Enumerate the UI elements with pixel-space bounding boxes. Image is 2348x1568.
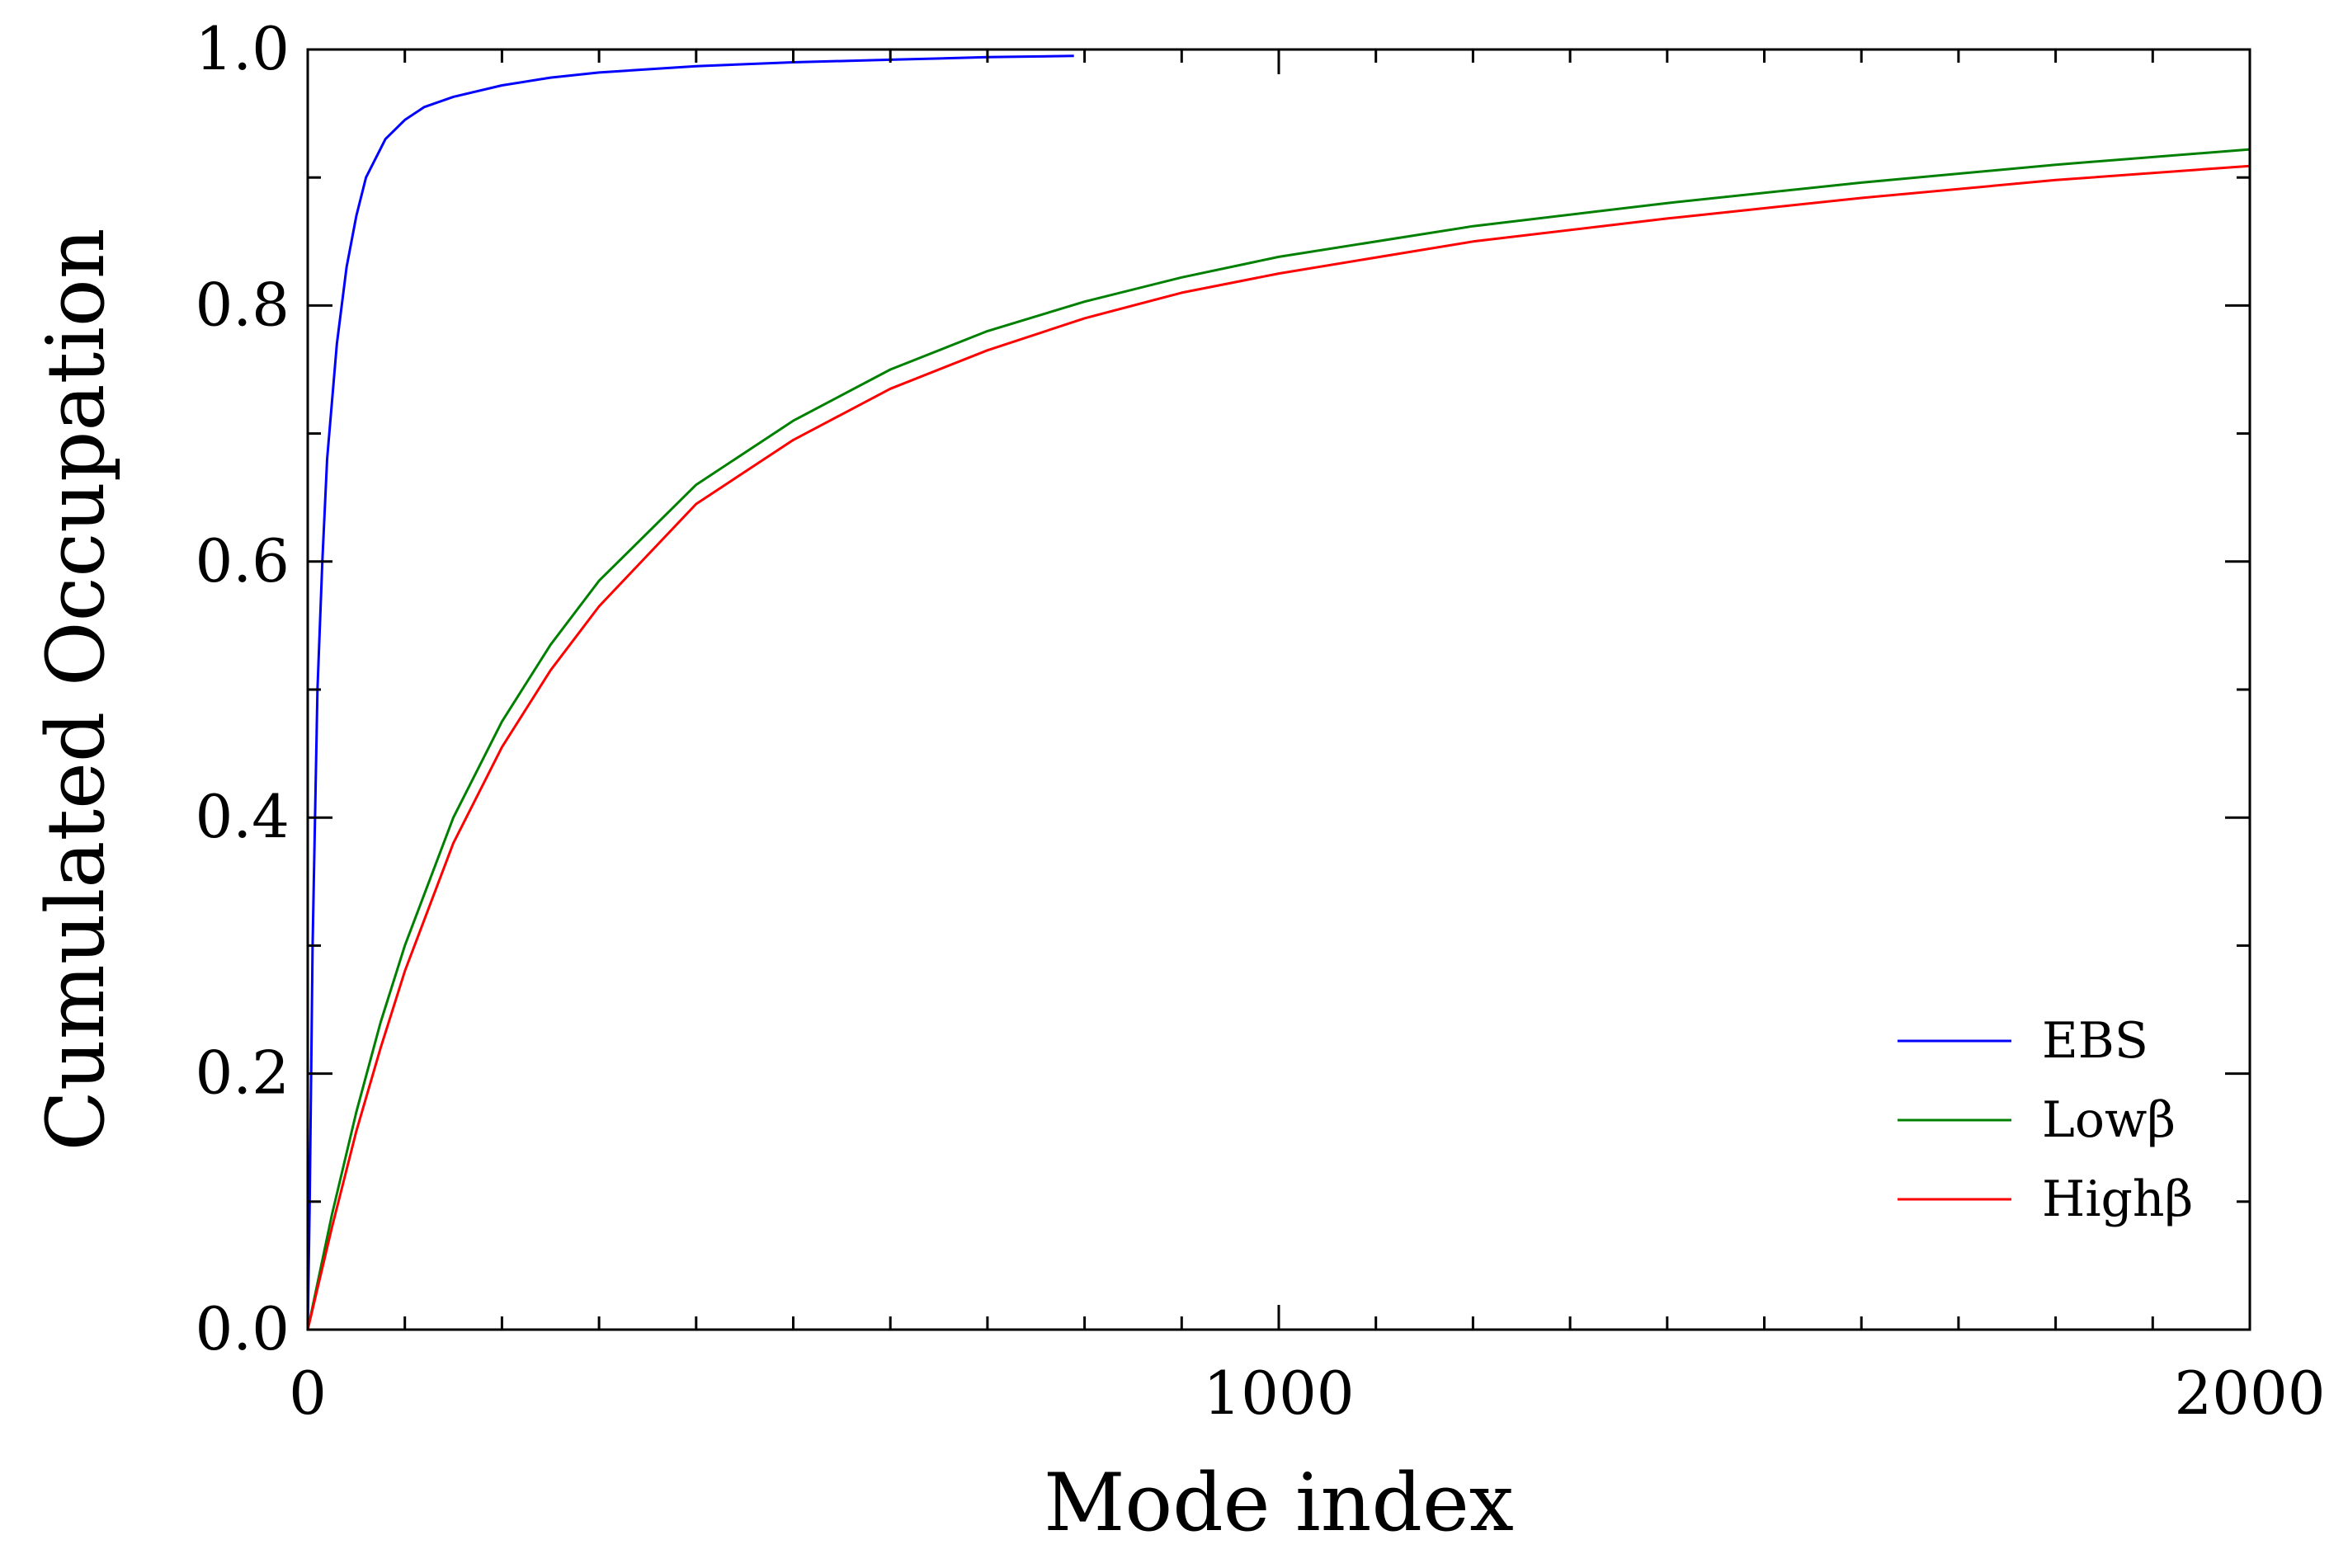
- y-tick-label: 0.8: [195, 270, 290, 339]
- y-tick-label: 0.0: [195, 1294, 290, 1363]
- axis-ticks: [306, 48, 2251, 1331]
- y-tick-label: 1.0: [195, 14, 290, 83]
- legend: EBS Lowβ Highβ: [1898, 1012, 2193, 1228]
- series-lines: [306, 54, 2251, 1330]
- x-axis-title: Mode index: [1044, 1457, 1514, 1549]
- plot-frame: [306, 48, 2251, 1331]
- x-tick-label: 0: [289, 1358, 327, 1428]
- y-tick-label: 0.6: [195, 526, 290, 596]
- series-line-2: [306, 164, 2251, 1330]
- legend-label: Highβ: [2042, 1170, 2193, 1228]
- y-tick-label: 0.4: [195, 782, 290, 851]
- series-line-1: [306, 148, 2251, 1330]
- y-axis-title: Cumulated Occupation: [30, 228, 122, 1151]
- x-tick-label: 1000: [1203, 1358, 1354, 1428]
- axis-tick-labels: 0 1000 2000 0.0 0.2 0.4 0.6 0.8 1.0: [195, 14, 2325, 1428]
- legend-label: Lowβ: [2042, 1091, 2176, 1149]
- x-tick-label: 2000: [2174, 1358, 2325, 1428]
- legend-label: EBS: [2042, 1012, 2148, 1070]
- series-line-0: [306, 54, 1074, 1330]
- axes-frame: [306, 48, 2251, 1331]
- y-tick-label: 0.2: [195, 1038, 290, 1108]
